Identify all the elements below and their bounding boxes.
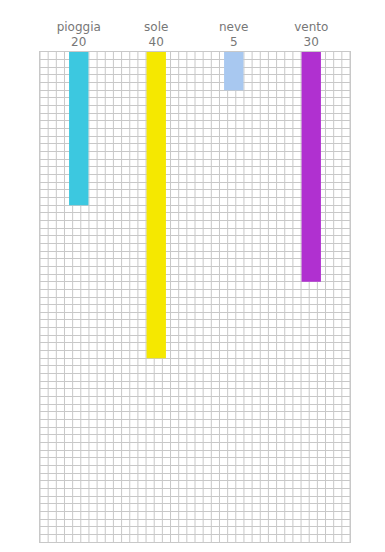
svg-text:vento30: vento30 (294, 20, 328, 50)
svg-text:neve5: neve5 (219, 20, 248, 50)
svg-text:sole40: sole40 (144, 20, 168, 50)
svg-text:pioggia20: pioggia20 (57, 20, 101, 50)
